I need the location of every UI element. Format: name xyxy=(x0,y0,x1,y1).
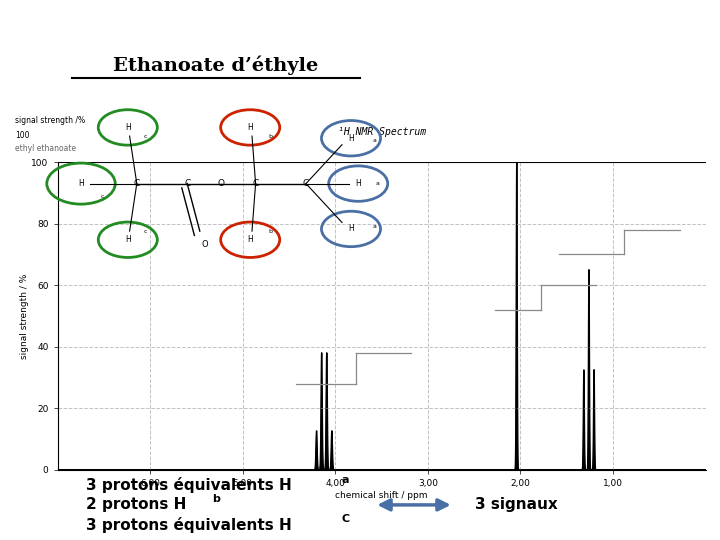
Text: ¹H NMR Spectrum: ¹H NMR Spectrum xyxy=(338,127,426,137)
Text: C: C xyxy=(303,179,309,188)
Text: c: c xyxy=(144,228,148,234)
Text: b: b xyxy=(212,494,220,504)
Text: c: c xyxy=(101,194,104,199)
Text: 3 protons équivalents H: 3 protons équivalents H xyxy=(86,477,292,493)
Text: 2 protons H: 2 protons H xyxy=(86,497,186,512)
Text: b: b xyxy=(268,133,272,139)
Text: 3 signaux: 3 signaux xyxy=(475,497,558,512)
Text: Ethanoate d’éthyle: Ethanoate d’éthyle xyxy=(113,55,319,75)
Text: a: a xyxy=(342,475,349,484)
Text: c: c xyxy=(144,133,148,139)
Text: H: H xyxy=(348,225,354,233)
Text: C: C xyxy=(134,179,140,188)
Text: signal strength /%: signal strength /% xyxy=(15,116,86,125)
Text: H: H xyxy=(248,235,253,244)
Text: C: C xyxy=(342,514,350,524)
Text: b: b xyxy=(268,228,272,234)
Text: H: H xyxy=(78,179,84,188)
Text: a: a xyxy=(372,138,377,143)
Text: ethyl ethanoate: ethyl ethanoate xyxy=(15,144,76,153)
FancyArrowPatch shape xyxy=(381,500,447,510)
Text: H: H xyxy=(356,179,361,188)
Text: H: H xyxy=(125,123,130,132)
Text: H: H xyxy=(248,123,253,132)
Text: H: H xyxy=(125,235,130,244)
Text: C: C xyxy=(184,179,190,188)
Text: 3 protons équivalents H: 3 protons équivalents H xyxy=(86,517,292,532)
X-axis label: chemical shift / ppm: chemical shift / ppm xyxy=(336,491,428,500)
Text: O: O xyxy=(218,179,225,188)
Text: a: a xyxy=(376,181,380,186)
Text: a: a xyxy=(372,224,377,230)
Text: O: O xyxy=(202,240,209,249)
Text: C: C xyxy=(253,179,258,188)
Text: 100: 100 xyxy=(15,131,30,140)
Text: H: H xyxy=(348,134,354,143)
Y-axis label: signal strength / %: signal strength / % xyxy=(19,273,29,359)
